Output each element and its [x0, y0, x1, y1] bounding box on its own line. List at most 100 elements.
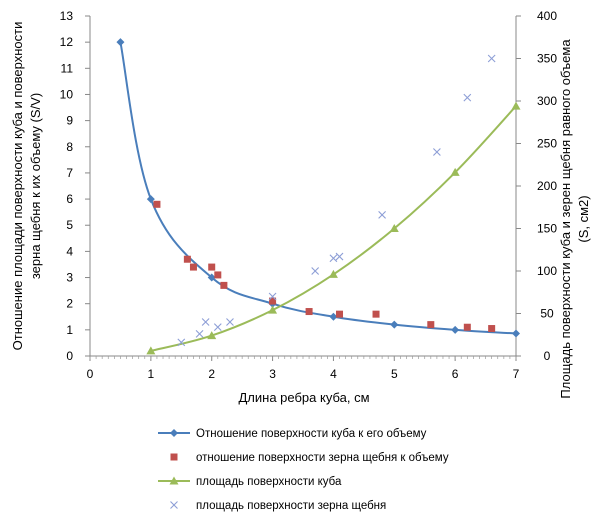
- data-point-square: [189, 263, 197, 271]
- cross-stroke: [432, 148, 441, 156]
- data-point-square: [220, 281, 228, 289]
- data-point-square: [170, 453, 178, 461]
- data-point-cross: [311, 267, 320, 275]
- y-left-tick-label: 7: [66, 166, 73, 180]
- data-point-cross: [329, 254, 338, 263]
- legend-item: площадь поверхности куба: [158, 476, 342, 488]
- data-point-cross: [335, 252, 344, 261]
- data-point-square: [427, 321, 435, 329]
- data-point-cross: [432, 148, 441, 156]
- y-right-tick-label: 0: [544, 349, 551, 363]
- data-point-diamond: [512, 329, 520, 338]
- data-point-cross: [213, 323, 222, 331]
- y-left-tick-label: 0: [66, 349, 73, 363]
- data-point-triangle: [511, 101, 521, 110]
- y-right-tick-label: 400: [537, 9, 557, 23]
- y-right-tick-label: 100: [537, 264, 557, 278]
- data-point-square: [208, 263, 216, 271]
- y-right-tick-label: 150: [537, 222, 557, 236]
- series-4: [177, 54, 496, 347]
- y-right-tick-label: 250: [537, 137, 557, 151]
- x-tick-label: 3: [269, 367, 276, 381]
- legend-label: отношение поверхности зерна щебня к объе…: [196, 452, 449, 464]
- cross-stroke: [201, 318, 210, 326]
- data-point-diamond: [390, 320, 399, 329]
- cross-stroke: [195, 330, 204, 338]
- y-axis-right-title-line: Площадь поверхности куба и зерен щебня р…: [558, 39, 573, 399]
- data-point-triangle: [268, 305, 278, 314]
- legend-item: Отношение поверхности куба к его объему: [158, 428, 427, 440]
- x-tick-label: 0: [87, 367, 94, 381]
- y-left-tick-label: 3: [66, 271, 73, 285]
- y-right-tick-label: 200: [537, 179, 557, 193]
- cross-stroke: [226, 318, 234, 326]
- data-point-diamond: [207, 273, 216, 282]
- x-tick-label: 2: [208, 367, 215, 381]
- data-point-cross: [226, 318, 234, 326]
- data-point-triangle: [328, 269, 338, 278]
- y-left-tick-label: 10: [60, 87, 74, 101]
- data-point-triangle: [169, 476, 179, 485]
- legend-item: отношение поверхности зерна щебня к объе…: [170, 452, 449, 464]
- cross-stroke: [335, 252, 344, 261]
- cross-stroke: [177, 338, 186, 347]
- y-axis-right-title-line: (S, см2): [576, 195, 591, 242]
- data-point-square: [183, 255, 191, 263]
- y-left-tick-label: 8: [66, 140, 73, 154]
- y-left-tick-label: 4: [66, 244, 73, 258]
- legend-item: площадь поверхности зерна щебня: [170, 500, 386, 512]
- data-point-square: [214, 271, 222, 279]
- cross-stroke: [329, 254, 338, 263]
- cross-stroke: [311, 267, 320, 275]
- data-point-square: [305, 308, 313, 316]
- data-point-diamond: [146, 195, 155, 204]
- cross-stroke: [170, 501, 178, 509]
- cross-stroke: [378, 211, 387, 219]
- y-left-tick-label: 6: [66, 192, 73, 206]
- x-axis-title: Длина ребра куба, см: [238, 390, 369, 405]
- data-point-cross: [463, 93, 472, 102]
- y-right-tick-label: 350: [537, 52, 557, 66]
- plot-area: [116, 38, 521, 355]
- series-line: [119, 41, 517, 335]
- data-point-triangle: [389, 224, 399, 232]
- y-left-tick-label: 1: [66, 323, 73, 337]
- x-tick-label: 1: [148, 367, 155, 381]
- y-left-tick-label: 2: [66, 297, 73, 311]
- x-tick-label: 5: [391, 367, 398, 381]
- series-3: [146, 101, 521, 355]
- y-left-tick-label: 13: [60, 9, 74, 23]
- x-tick-label: 4: [330, 367, 337, 381]
- data-point-cross: [170, 501, 178, 509]
- data-point-diamond: [170, 429, 178, 437]
- series-1: [116, 38, 520, 338]
- data-point-diamond: [451, 325, 460, 334]
- cross-stroke: [487, 54, 496, 63]
- data-point-square: [372, 310, 380, 318]
- data-point-triangle: [207, 331, 217, 340]
- data-point-cross: [268, 292, 277, 301]
- legend-label: площадь поверхности зерна щебня: [196, 500, 386, 512]
- cross-stroke: [268, 292, 277, 301]
- y-left-tick-label: 5: [66, 218, 73, 232]
- data-point-cross: [201, 318, 210, 326]
- y-left-tick-label: 9: [66, 114, 73, 128]
- data-point-cross: [177, 338, 186, 347]
- y-axis-left-title-line: зерна щебня к их объему (S/V): [28, 93, 43, 279]
- data-point-cross: [487, 54, 496, 63]
- legend-label: площадь поверхности куба: [196, 476, 342, 488]
- data-point-diamond: [116, 38, 125, 47]
- y-axis-right-title: Площадь поверхности куба и зерен щебня р…: [558, 39, 591, 399]
- data-point-square: [488, 325, 496, 333]
- y-left-tick-label: 11: [61, 61, 74, 75]
- data-point-square: [336, 310, 344, 318]
- y-axis-left-title-line: Отношение площади поверхности куба и пов…: [10, 22, 25, 351]
- y-left-tick-label: 12: [60, 35, 74, 49]
- data-point-cross: [195, 330, 204, 338]
- data-point-square: [463, 323, 471, 331]
- legend-label: Отношение поверхности куба к его объему: [196, 428, 427, 440]
- data-point-square: [153, 200, 161, 208]
- cross-stroke: [463, 93, 472, 102]
- x-tick-label: 6: [452, 367, 459, 381]
